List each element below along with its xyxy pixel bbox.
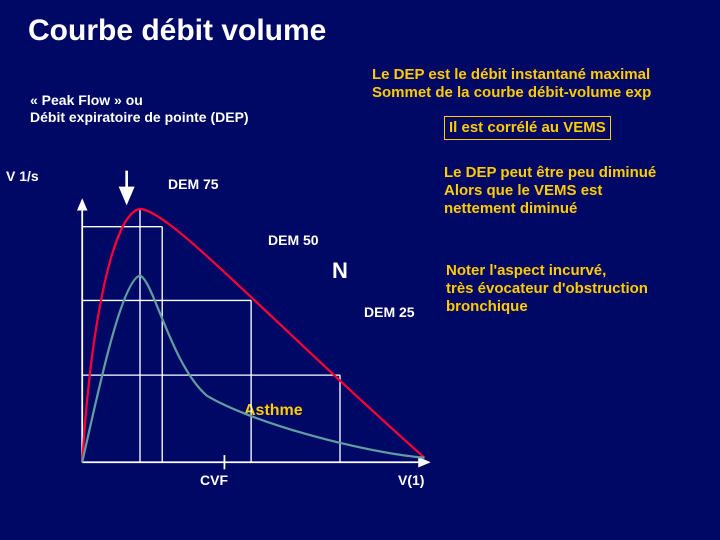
right-block-1: Le DEP est le débit instantané maximal S…	[372, 66, 651, 102]
peakflow-text: « Peak Flow » ou Débit expiratoire de po…	[30, 92, 249, 126]
right3-line1: Le DEP peut être peu diminué	[444, 164, 656, 181]
peakflow-line1: « Peak Flow » ou	[30, 92, 143, 108]
right4-line1: Noter l'aspect incurvé,	[446, 262, 606, 279]
right4-line2: très évocateur d'obstruction	[446, 280, 648, 297]
right1-line2: Sommet de la courbe débit-volume exp	[372, 84, 651, 101]
right-block-4: Noter l'aspect incurvé, très évocateur d…	[446, 262, 648, 316]
slide: Courbe débit volume « Peak Flow » ou Déb…	[0, 0, 720, 540]
right-block-3: Le DEP peut être peu diminué Alors que l…	[444, 164, 656, 218]
right1-line1: Le DEP est le débit instantané maximal	[372, 66, 650, 83]
right-block-2: Il est corrélé au VEMS	[444, 116, 611, 140]
peakflow-line2: Débit expiratoire de pointe (DEP)	[30, 109, 249, 125]
page-title: Courbe débit volume	[28, 14, 326, 48]
y-axis-label: V 1/s	[6, 168, 39, 184]
flow-volume-chart	[50, 160, 470, 480]
chart-svg	[50, 160, 470, 480]
